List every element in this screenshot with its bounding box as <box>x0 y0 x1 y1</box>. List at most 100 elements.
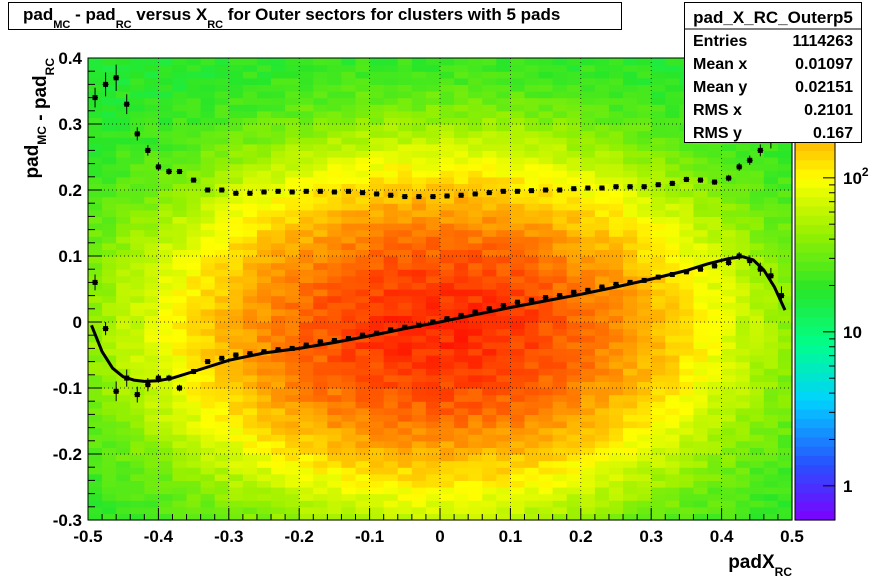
heatmap-cell <box>144 242 159 250</box>
heatmap-cell <box>228 163 244 171</box>
heatmap-cell <box>440 302 455 310</box>
heatmap-cell <box>256 163 272 171</box>
heatmap-cell <box>228 77 244 85</box>
heatmap-cell <box>397 487 413 495</box>
heatmap-cell <box>313 322 328 330</box>
heatmap-cell <box>369 368 385 376</box>
heatmap-cell <box>651 170 666 178</box>
heatmap-cell <box>693 203 709 211</box>
heatmap-cell <box>102 163 117 171</box>
heatmap-cell <box>172 130 188 138</box>
rms-profile-point <box>736 164 742 170</box>
heatmap-cell <box>524 150 540 158</box>
heatmap-cell <box>721 150 737 158</box>
heatmap-cell <box>608 190 624 198</box>
heatmap-cell <box>679 163 695 171</box>
heatmap-cell <box>130 163 145 171</box>
heatmap-cell <box>383 308 399 316</box>
heatmap-cell <box>299 414 314 422</box>
heatmap-cell <box>102 414 117 422</box>
heatmap-cell <box>271 256 286 264</box>
heatmap-cell <box>242 249 258 257</box>
heatmap-cell <box>130 434 145 442</box>
heatmap-cell <box>242 407 258 415</box>
heatmap-cell <box>749 361 765 369</box>
heatmap-cell <box>566 209 582 217</box>
heatmap-cell <box>341 196 357 204</box>
heatmap-cell <box>425 91 441 99</box>
heatmap-cell <box>186 394 202 402</box>
heatmap-cell <box>144 500 159 508</box>
heatmap-cell <box>651 163 666 171</box>
heatmap-cell <box>482 440 497 448</box>
heatmap-cell <box>383 473 399 481</box>
heatmap-cell <box>651 374 666 382</box>
heatmap-cell <box>440 407 455 415</box>
heatmap-cell <box>454 150 469 158</box>
heatmap-cell <box>524 157 540 165</box>
heatmap-cell <box>425 124 441 132</box>
palette-bin <box>795 159 835 170</box>
heatmap-cell <box>299 355 314 363</box>
heatmap-cell <box>285 308 300 316</box>
svg-text:padMC - padRC versus XRC for O: padMC - padRC versus XRC for Outer secto… <box>23 5 560 29</box>
heatmap-cell <box>214 236 230 244</box>
heatmap-cell <box>679 150 695 158</box>
heatmap-cell <box>552 454 568 462</box>
heatmap-cell <box>172 506 188 514</box>
heatmap-cell <box>440 163 455 171</box>
heatmap-cell <box>299 500 314 508</box>
heatmap-cell <box>482 434 497 442</box>
heatmap-cell <box>102 434 117 442</box>
heatmap-cell <box>271 440 286 448</box>
heatmap-cell <box>665 176 680 184</box>
heatmap-cell <box>524 467 540 475</box>
heatmap-cell <box>665 137 680 145</box>
heatmap-cell <box>580 328 596 336</box>
heatmap-cell <box>637 381 652 389</box>
heatmap-cell <box>102 137 117 145</box>
heatmap-cell <box>285 447 300 455</box>
heatmap-cell <box>763 361 779 369</box>
heatmap-cell <box>763 335 779 343</box>
heatmap-cell <box>88 460 103 468</box>
heatmap-cell <box>214 71 230 79</box>
heatmap-cell <box>172 275 188 283</box>
heatmap-cell <box>651 249 666 257</box>
heatmap-cell <box>228 262 244 270</box>
heatmap-cell <box>496 163 511 171</box>
heatmap-cell <box>256 454 272 462</box>
heatmap-cell <box>693 209 709 217</box>
heatmap-cell <box>256 242 272 250</box>
heatmap-cell <box>552 513 568 521</box>
heatmap-cell <box>172 315 188 323</box>
heatmap-cell <box>749 242 765 250</box>
heatmap-cell <box>608 467 624 475</box>
heatmap-cell <box>144 249 159 257</box>
heatmap-cell <box>425 315 441 323</box>
heatmap-cell <box>228 203 244 211</box>
heatmap-cell <box>172 302 188 310</box>
heatmap-cell <box>777 348 793 356</box>
heatmap-cell <box>566 355 582 363</box>
heatmap-cell <box>313 487 328 495</box>
heatmap-cell <box>256 150 272 158</box>
heatmap-cell <box>693 401 709 409</box>
heatmap-cell <box>313 97 328 105</box>
heatmap-cell <box>130 421 145 429</box>
heatmap-cell <box>102 487 117 495</box>
heatmap-cell <box>397 269 413 277</box>
heatmap-cell <box>679 236 695 244</box>
heatmap-cell <box>608 513 624 521</box>
heatmap-cell <box>721 229 737 237</box>
heatmap-cell <box>693 269 709 277</box>
heatmap-cell <box>637 170 652 178</box>
heatmap-cell <box>285 117 300 125</box>
heatmap-cell <box>327 434 343 442</box>
heatmap-cell <box>566 473 582 481</box>
heatmap-cell <box>200 480 216 488</box>
heatmap-cell <box>214 381 230 389</box>
heatmap-cell <box>566 203 582 211</box>
x-tick-label: 0.5 <box>780 527 804 546</box>
heatmap-cell <box>299 421 314 429</box>
